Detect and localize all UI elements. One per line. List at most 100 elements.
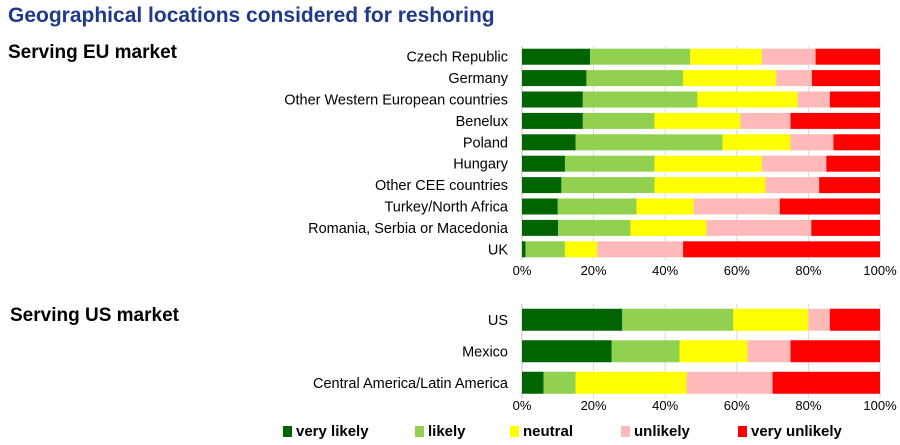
bar-segment-very-likely xyxy=(522,241,526,258)
bar-segment-unlikely xyxy=(761,155,827,172)
bar-segment-very-likely xyxy=(522,198,558,215)
bar-segment-likely xyxy=(611,340,680,363)
bar-segment-very-unlikely xyxy=(829,308,880,331)
category-label: Turkey/North Africa xyxy=(384,200,508,216)
bar-segment-neutral xyxy=(564,241,598,258)
bar-segment-very-likely xyxy=(522,340,612,363)
bar-segment-very-unlikely xyxy=(819,177,880,194)
bar-segment-unlikely xyxy=(765,177,820,194)
bar-segment-unlikely xyxy=(761,48,816,65)
legend-label: unlikely xyxy=(634,423,690,440)
bar-segment-very-likely xyxy=(522,308,623,331)
bar-segment-likely xyxy=(582,91,698,108)
bar-segment-very-unlikely xyxy=(790,112,880,129)
eu-section-title: Serving EU market xyxy=(8,42,177,63)
chart-title: Geographical locations considered for re… xyxy=(8,4,495,27)
bar-segment-very-unlikely xyxy=(826,155,880,172)
bar-segment-unlikely xyxy=(597,241,684,258)
category-label: Romania, Serbia or Macedonia xyxy=(308,221,509,237)
bar-segment-unlikely xyxy=(808,308,830,331)
legend: very likely likely neutral unlikely very… xyxy=(0,423,900,443)
legend-label: likely xyxy=(428,423,466,440)
category-label: Czech Republic xyxy=(406,50,508,66)
legend-item-very-likely: very likely xyxy=(283,423,369,440)
bar-segment-very-likely xyxy=(522,155,565,172)
bar-segment-very-likely xyxy=(522,371,544,394)
bar-segment-unlikely xyxy=(797,91,830,108)
bar-segment-neutral xyxy=(654,112,741,129)
bar-segment-neutral xyxy=(722,134,791,151)
bar-segment-neutral xyxy=(683,70,777,87)
legend-swatch-neutral xyxy=(510,426,519,437)
bar-segment-likely xyxy=(575,134,723,151)
bar-segment-unlikely xyxy=(747,340,791,363)
category-label: Benelux xyxy=(456,114,509,130)
bar-segment-unlikely xyxy=(776,70,812,87)
x-tick-label: 0% xyxy=(513,398,532,413)
x-tick-label: 60% xyxy=(724,263,750,278)
x-tick-label: 20% xyxy=(581,398,607,413)
category-label: Other Western European countries xyxy=(284,93,508,109)
legend-label: very likely xyxy=(296,423,369,440)
bar-segment-neutral xyxy=(636,198,694,215)
category-label: Poland xyxy=(463,135,508,151)
legend-item-neutral: neutral xyxy=(510,423,573,440)
bar-segment-very-likely xyxy=(522,177,562,194)
bar-segment-very-unlikely xyxy=(772,371,880,394)
x-tick-label: 80% xyxy=(795,398,821,413)
bar-segment-neutral xyxy=(575,371,687,394)
bar-segment-very-likely xyxy=(522,134,576,151)
category-label: Other CEE countries xyxy=(375,178,508,194)
bar-segment-unlikely xyxy=(686,371,773,394)
bar-segment-likely xyxy=(564,155,655,172)
bar-segment-very-likely xyxy=(522,70,587,87)
x-tick-label: 60% xyxy=(724,398,750,413)
legend-swatch-very-unlikely xyxy=(738,426,747,437)
bar-segment-very-unlikely xyxy=(811,219,880,236)
bar-segment-unlikely xyxy=(740,112,791,129)
category-label: UK xyxy=(488,242,508,258)
bar-segment-neutral xyxy=(654,155,762,172)
bar-segment-unlikely xyxy=(706,219,812,236)
category-label: Germany xyxy=(448,71,508,87)
bar-segment-unlikely xyxy=(790,134,834,151)
bar-segment-very-unlikely xyxy=(683,241,880,258)
legend-swatch-unlikely xyxy=(621,426,630,437)
category-label: US xyxy=(488,313,508,329)
legend-swatch-very-likely xyxy=(283,426,292,437)
us-section-title: Serving US market xyxy=(10,305,179,326)
bar-segment-neutral xyxy=(697,91,798,108)
bar-segment-likely xyxy=(561,177,655,194)
bar-segment-likely xyxy=(586,70,684,87)
bar-segment-likely xyxy=(543,371,576,394)
x-tick-label: 100% xyxy=(863,263,897,278)
bar-segment-very-likely xyxy=(522,48,591,65)
bar-segment-likely xyxy=(582,112,655,129)
legend-swatch-likely xyxy=(415,426,424,437)
bar-segment-likely xyxy=(590,48,691,65)
category-label: Central America/Latin America xyxy=(313,376,509,392)
bar-segment-very-unlikely xyxy=(833,134,880,151)
bar-segment-very-unlikely xyxy=(829,91,880,108)
bar-segment-neutral xyxy=(690,48,762,65)
bar-segment-very-unlikely xyxy=(815,48,880,65)
x-tick-label: 100% xyxy=(863,398,897,413)
bar-segment-unlikely xyxy=(693,198,780,215)
x-tick-label: 40% xyxy=(652,263,678,278)
x-tick-label: 40% xyxy=(652,398,678,413)
bar-segment-likely xyxy=(557,198,637,215)
bar-segment-very-unlikely xyxy=(779,198,880,215)
category-label: Mexico xyxy=(462,344,508,360)
bar-segment-neutral xyxy=(733,308,809,331)
legend-item-unlikely: unlikely xyxy=(621,423,690,440)
x-tick-label: 80% xyxy=(795,263,821,278)
bar-segment-neutral xyxy=(654,177,766,194)
bar-segment-likely xyxy=(558,219,631,236)
category-label: Hungary xyxy=(453,157,509,173)
bar-segment-very-likely xyxy=(522,219,559,236)
bar-segment-very-likely xyxy=(522,91,583,108)
bar-segment-very-unlikely xyxy=(790,340,880,363)
bar-segment-neutral xyxy=(630,219,707,236)
legend-label: neutral xyxy=(523,423,574,440)
